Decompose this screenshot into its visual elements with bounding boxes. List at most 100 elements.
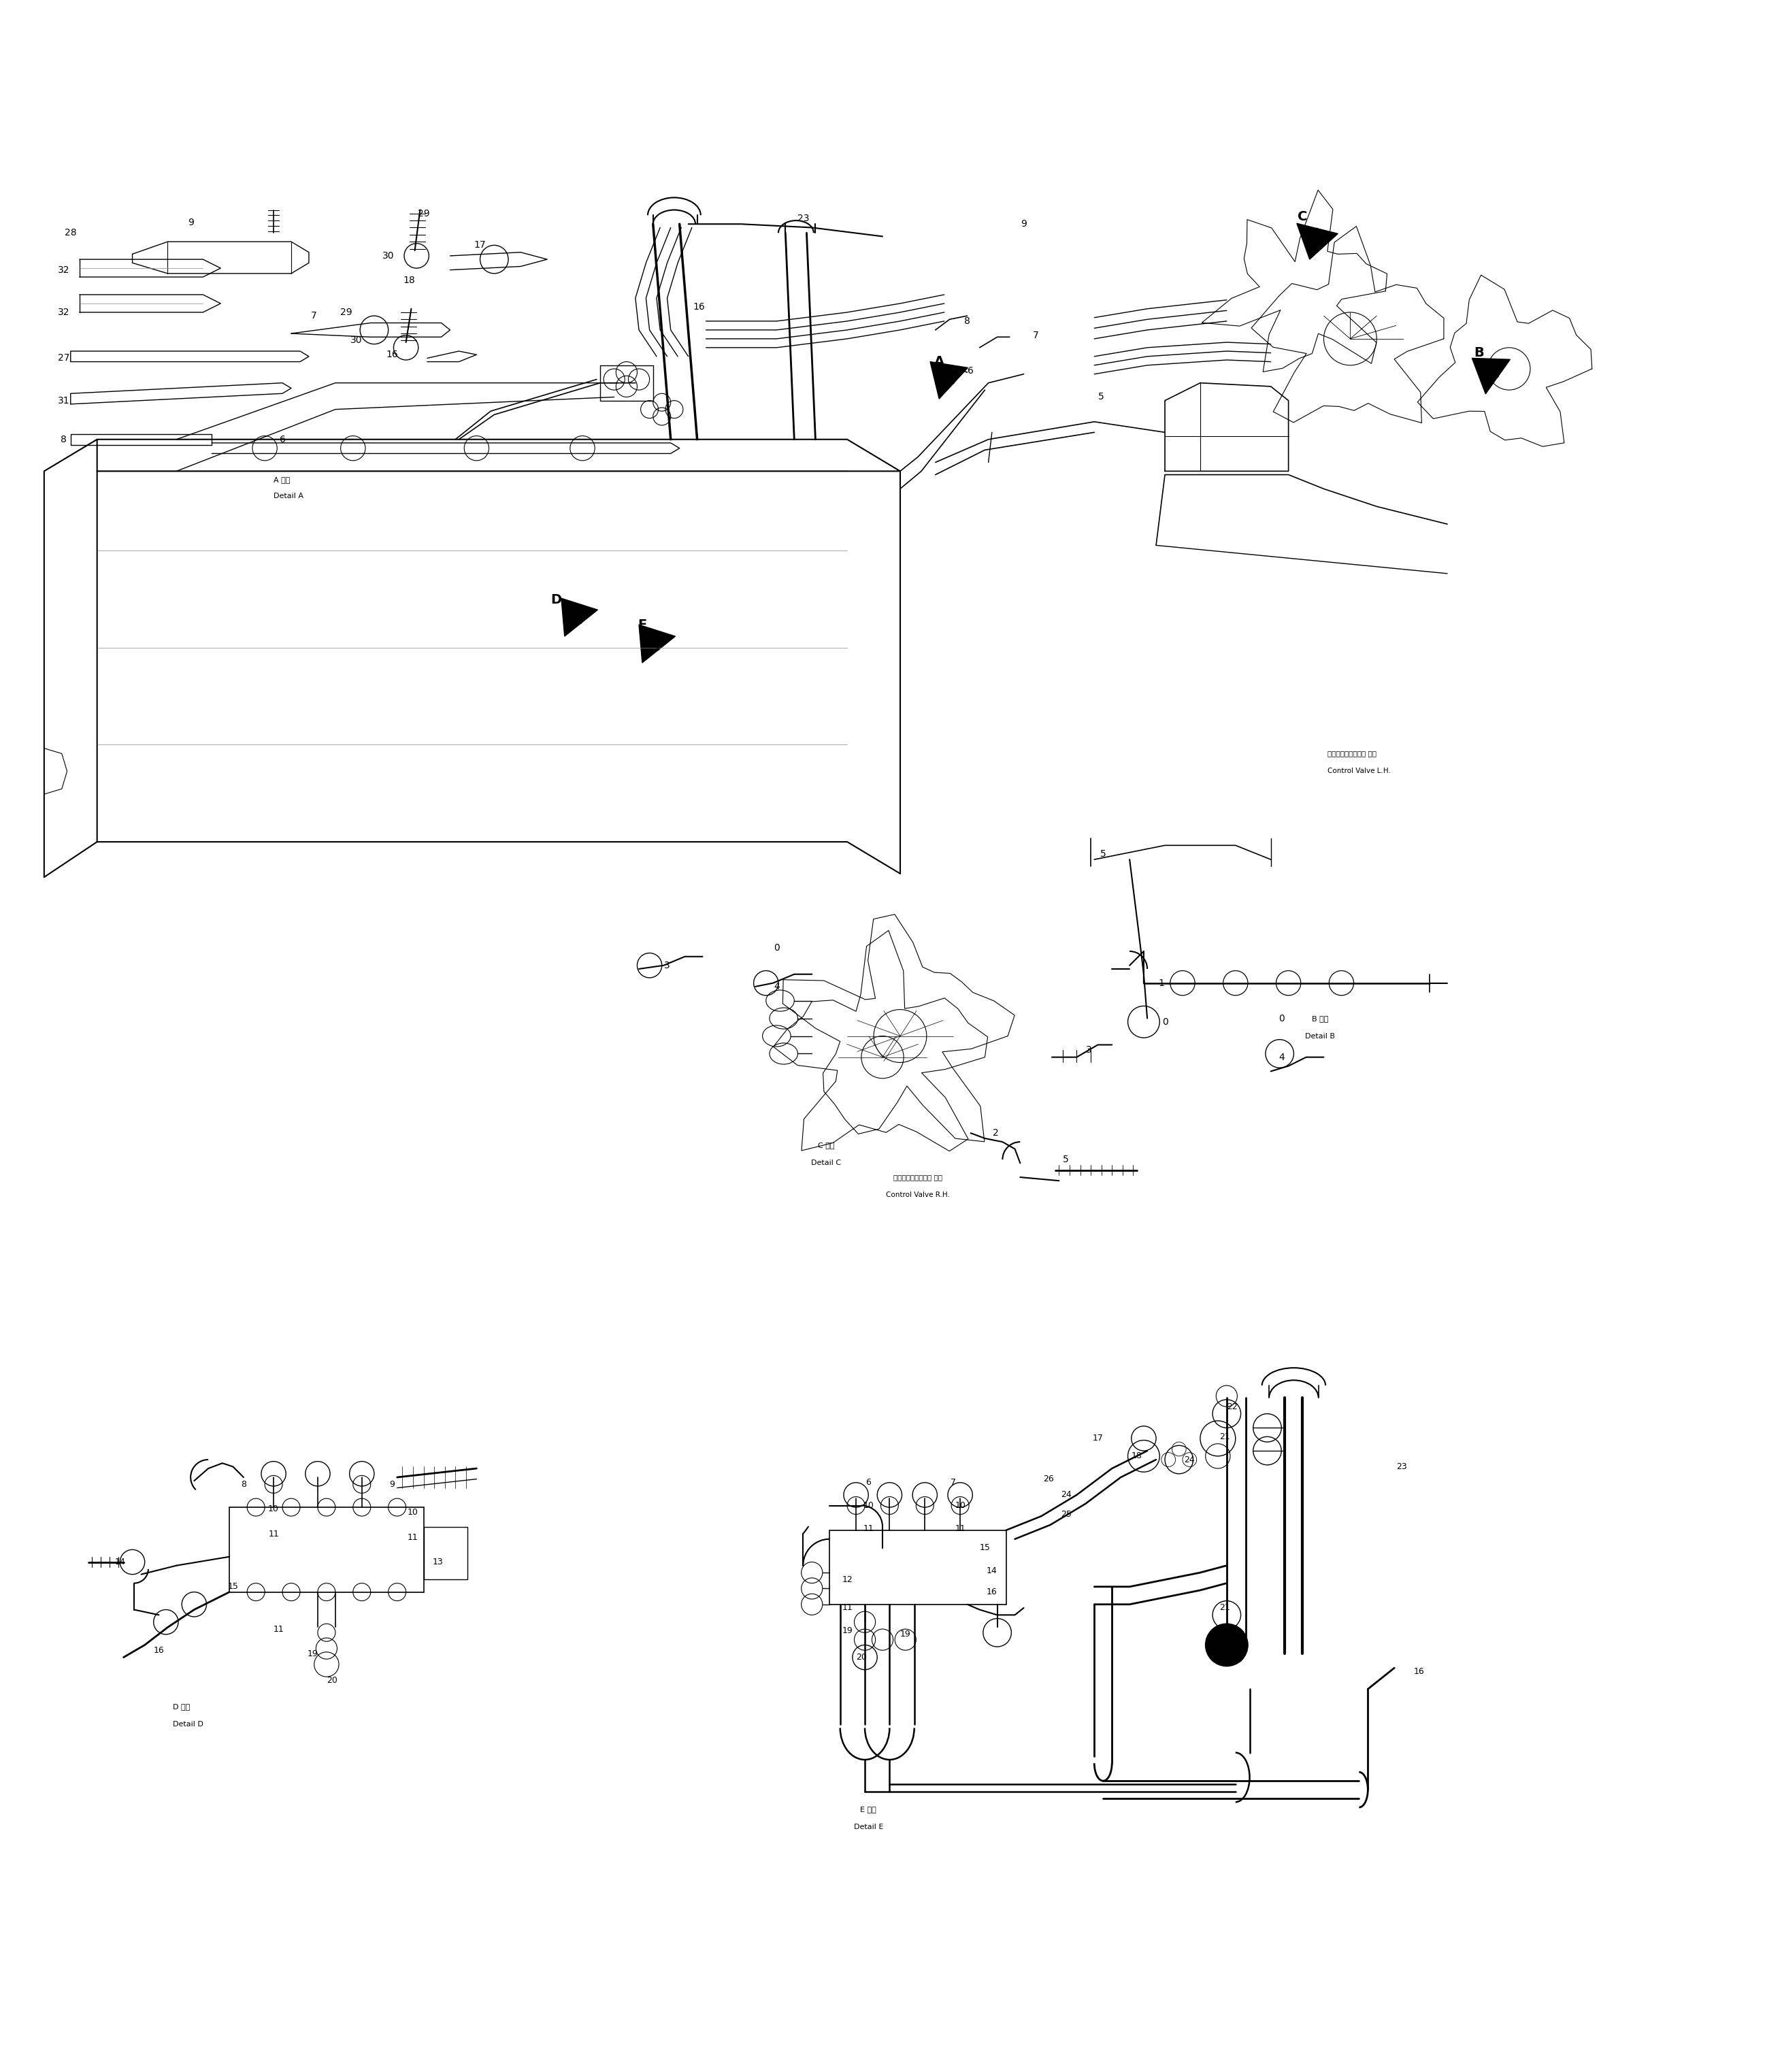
Text: 21: 21: [1220, 1432, 1230, 1442]
Text: 11: 11: [955, 1525, 965, 1533]
Text: 7: 7: [950, 1477, 957, 1488]
Text: 15: 15: [228, 1583, 238, 1591]
Bar: [424, 1527, 468, 1579]
Polygon shape: [1472, 358, 1511, 394]
Text: 20: 20: [327, 1676, 337, 1685]
Text: 12: 12: [842, 1575, 852, 1585]
Text: 25: 25: [1061, 1510, 1071, 1519]
Polygon shape: [561, 599, 598, 636]
Text: 4: 4: [1278, 1053, 1285, 1063]
Text: 14: 14: [987, 1566, 997, 1575]
Text: 22: 22: [1227, 1403, 1237, 1411]
Text: 24: 24: [1184, 1455, 1195, 1465]
Text: 18: 18: [1131, 1452, 1142, 1461]
Text: 28: 28: [65, 228, 76, 238]
Text: 10: 10: [863, 1500, 874, 1510]
Text: 19: 19: [842, 1627, 852, 1635]
Text: Detail B: Detail B: [1306, 1032, 1334, 1040]
Text: 5: 5: [1098, 392, 1105, 402]
Text: 29: 29: [418, 209, 429, 218]
Text: 17: 17: [1093, 1434, 1103, 1442]
Text: 27: 27: [58, 354, 69, 363]
Polygon shape: [1297, 224, 1338, 259]
Text: B 詳細: B 詳細: [1311, 1015, 1329, 1021]
Text: 6: 6: [865, 1477, 872, 1488]
Text: 26: 26: [1043, 1475, 1054, 1484]
Text: 17: 17: [475, 240, 485, 251]
Text: 10: 10: [955, 1500, 965, 1510]
Text: 31: 31: [58, 396, 69, 406]
Bar: [229, 1506, 424, 1591]
Text: 18: 18: [404, 276, 415, 286]
Text: 6: 6: [967, 367, 974, 375]
Text: C 詳細: C 詳細: [817, 1142, 835, 1148]
Text: 23: 23: [1396, 1463, 1407, 1471]
Bar: [830, 1531, 1006, 1604]
Text: 15: 15: [980, 1544, 990, 1552]
Text: 9: 9: [187, 218, 194, 228]
Text: Control Valve L.H.: Control Valve L.H.: [1327, 769, 1391, 775]
Text: 2: 2: [992, 1129, 999, 1138]
Text: 9: 9: [1020, 220, 1027, 228]
Text: D: D: [551, 593, 561, 607]
Text: Control Valve R.H.: Control Valve R.H.: [886, 1191, 950, 1198]
Text: 20: 20: [856, 1653, 867, 1662]
Text: 5: 5: [1063, 1154, 1070, 1164]
Text: 24: 24: [1061, 1490, 1071, 1500]
Text: 16: 16: [154, 1645, 164, 1656]
Text: 0: 0: [773, 943, 780, 953]
Text: 1: 1: [1158, 978, 1165, 988]
Polygon shape: [930, 363, 967, 398]
Text: 16: 16: [987, 1587, 997, 1595]
Text: A: A: [934, 354, 944, 369]
Circle shape: [1205, 1624, 1248, 1666]
Text: E: E: [637, 617, 648, 632]
Text: 29: 29: [341, 307, 351, 317]
Polygon shape: [639, 626, 676, 663]
Text: 32: 32: [58, 265, 69, 276]
Text: A 詳細: A 詳細: [274, 477, 289, 483]
Text: 21: 21: [1220, 1604, 1230, 1612]
Text: 16: 16: [387, 350, 397, 358]
Text: 8: 8: [240, 1479, 247, 1490]
Text: E 詳細: E 詳細: [860, 1805, 877, 1813]
Text: 10: 10: [268, 1504, 279, 1513]
Text: 8: 8: [60, 435, 67, 443]
Text: 8: 8: [964, 317, 971, 325]
Text: 11: 11: [274, 1624, 284, 1633]
Text: 3: 3: [1085, 1046, 1093, 1055]
Text: 7: 7: [311, 311, 318, 321]
Text: 22: 22: [1227, 1639, 1237, 1647]
Text: 19: 19: [900, 1631, 911, 1639]
Text: 6: 6: [279, 435, 286, 443]
Text: 16: 16: [694, 303, 704, 311]
Text: 0: 0: [1161, 1017, 1168, 1026]
Text: D 詳細: D 詳細: [173, 1703, 191, 1709]
Text: 5: 5: [1100, 850, 1107, 860]
Text: 0: 0: [1278, 1013, 1285, 1024]
Text: Detail D: Detail D: [173, 1722, 203, 1728]
Text: B: B: [1474, 346, 1484, 358]
Text: 16: 16: [1414, 1668, 1424, 1676]
Text: 32: 32: [58, 307, 69, 317]
Text: 13: 13: [432, 1558, 443, 1566]
Text: 23: 23: [798, 213, 808, 224]
Text: Detail C: Detail C: [810, 1160, 842, 1167]
Text: 9: 9: [388, 1479, 395, 1490]
Text: コントロールバルブ 左側: コントロールバルブ 左側: [1327, 750, 1377, 756]
Text: Detail A: Detail A: [274, 493, 304, 499]
Text: 11: 11: [842, 1604, 852, 1612]
Text: 11: 11: [408, 1533, 418, 1542]
Text: C: C: [1297, 211, 1308, 224]
Text: 11: 11: [863, 1525, 874, 1533]
Text: 30: 30: [351, 336, 362, 346]
Text: コントロールバルブ 右側: コントロールバルブ 右側: [893, 1175, 943, 1181]
Text: Detail E: Detail E: [854, 1823, 883, 1830]
Text: 10: 10: [408, 1508, 418, 1517]
Text: 14: 14: [115, 1558, 125, 1566]
Text: 3: 3: [664, 961, 671, 970]
Text: 11: 11: [268, 1529, 279, 1537]
Text: 30: 30: [383, 251, 394, 261]
Text: 19: 19: [307, 1649, 318, 1658]
Text: 7: 7: [1033, 332, 1040, 340]
